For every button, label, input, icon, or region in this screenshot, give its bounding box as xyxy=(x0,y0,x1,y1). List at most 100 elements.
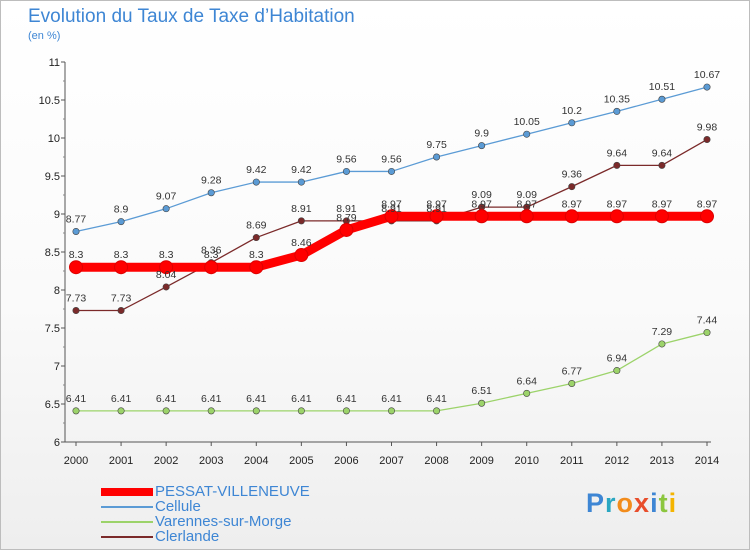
data-point xyxy=(117,407,125,415)
data-point xyxy=(114,260,129,275)
data-label: 6.41 xyxy=(156,393,177,405)
data-label: 9.09 xyxy=(516,189,537,201)
data-point xyxy=(72,307,80,315)
x-tick-label: 2001 xyxy=(109,455,133,467)
x-tick-label: 2014 xyxy=(695,455,719,467)
data-label: 6.64 xyxy=(516,375,537,387)
data-point xyxy=(207,189,215,197)
x-tick-label: 2002 xyxy=(154,455,178,467)
y-tick-label: 9 xyxy=(54,209,60,221)
data-label: 6.41 xyxy=(246,393,267,405)
data-label: 9.64 xyxy=(652,147,673,159)
data-point xyxy=(568,119,576,127)
data-point xyxy=(429,209,444,224)
data-label: 8.3 xyxy=(159,249,174,261)
data-label: 7.44 xyxy=(697,315,718,327)
legend-label: Cellule xyxy=(155,498,201,515)
x-tick-label: 2012 xyxy=(605,455,629,467)
data-label: 9.07 xyxy=(156,191,177,203)
data-point xyxy=(249,260,264,275)
y-tick-label: 8 xyxy=(54,285,60,297)
data-point xyxy=(117,218,125,226)
data-point xyxy=(384,209,399,224)
data-label: 9.56 xyxy=(381,153,402,165)
data-point xyxy=(297,178,305,186)
data-point xyxy=(609,209,624,224)
data-label: 8.36 xyxy=(201,245,222,257)
data-label: 8.69 xyxy=(246,220,267,232)
data-point xyxy=(207,407,215,415)
data-label: 7.29 xyxy=(652,326,673,338)
data-label: 8.97 xyxy=(516,198,537,210)
unit-label: (en %) xyxy=(28,30,61,42)
data-point xyxy=(387,167,395,175)
data-label: 9.42 xyxy=(246,164,267,176)
x-tick-label: 2013 xyxy=(650,455,674,467)
data-point xyxy=(703,83,711,91)
data-label: 9.64 xyxy=(607,147,628,159)
legend-item: Varennes-sur-Morge xyxy=(101,513,361,530)
data-point xyxy=(117,307,125,315)
data-point xyxy=(703,329,711,337)
data-point xyxy=(613,161,621,169)
x-tick-label: 2009 xyxy=(469,455,493,467)
data-point xyxy=(204,260,219,275)
y-tick-label: 8.5 xyxy=(45,247,60,259)
data-label: 6.41 xyxy=(66,393,87,405)
data-point xyxy=(252,407,260,415)
data-label: 9.28 xyxy=(201,175,222,187)
data-point xyxy=(568,379,576,387)
y-tick-label: 6 xyxy=(54,437,60,449)
data-label: 8.97 xyxy=(562,198,583,210)
data-point xyxy=(523,130,531,138)
data-label: 8.91 xyxy=(381,203,402,215)
y-tick-label: 6.5 xyxy=(45,399,60,411)
y-tick-label: 11 xyxy=(49,57,60,69)
legend-swatch xyxy=(101,488,153,496)
data-point xyxy=(339,222,354,237)
legend: PESSAT-VILLENEUVE Cellule Varennes-sur-Mor… xyxy=(101,483,361,545)
data-point xyxy=(613,107,621,115)
data-point xyxy=(519,209,534,224)
x-tick-label: 2003 xyxy=(199,455,223,467)
data-point xyxy=(297,217,305,225)
data-label: 7.73 xyxy=(66,293,87,305)
data-label: 6.41 xyxy=(111,393,132,405)
data-label: 10.35 xyxy=(604,93,630,105)
data-label: 10.05 xyxy=(514,116,540,128)
x-tick-label: 2004 xyxy=(244,455,268,467)
data-point xyxy=(700,209,714,224)
data-point xyxy=(162,205,170,213)
data-label: 10.2 xyxy=(562,105,583,117)
data-label: 8.79 xyxy=(336,212,357,224)
data-label: 9.9 xyxy=(474,128,489,140)
data-label: 9.56 xyxy=(336,153,357,165)
x-tick-label: 2005 xyxy=(289,455,313,467)
data-label: 8.97 xyxy=(426,198,447,210)
data-point xyxy=(294,248,309,263)
data-label: 8.97 xyxy=(471,198,492,210)
data-point xyxy=(72,227,80,235)
data-point xyxy=(564,209,579,224)
data-label: 8.91 xyxy=(426,203,447,215)
data-label: 6.41 xyxy=(336,393,357,405)
y-tick-label: 7 xyxy=(54,361,60,373)
y-tick-label: 10.5 xyxy=(39,95,60,107)
data-label: 8.3 xyxy=(114,249,129,261)
x-tick-label: 2000 xyxy=(64,455,88,467)
data-label: 9.36 xyxy=(562,169,583,181)
data-point xyxy=(478,142,486,150)
data-point xyxy=(72,407,80,415)
data-point xyxy=(342,167,350,175)
legend-swatch xyxy=(101,521,153,523)
data-point xyxy=(159,260,174,275)
data-label: 6.41 xyxy=(381,393,402,405)
y-tick-label: 7.5 xyxy=(45,323,60,335)
data-point xyxy=(658,340,666,348)
data-label: 8.46 xyxy=(291,237,312,249)
data-label: 6.51 xyxy=(471,385,492,397)
x-tick-label: 2006 xyxy=(334,455,358,467)
data-label: 8.3 xyxy=(204,249,219,261)
